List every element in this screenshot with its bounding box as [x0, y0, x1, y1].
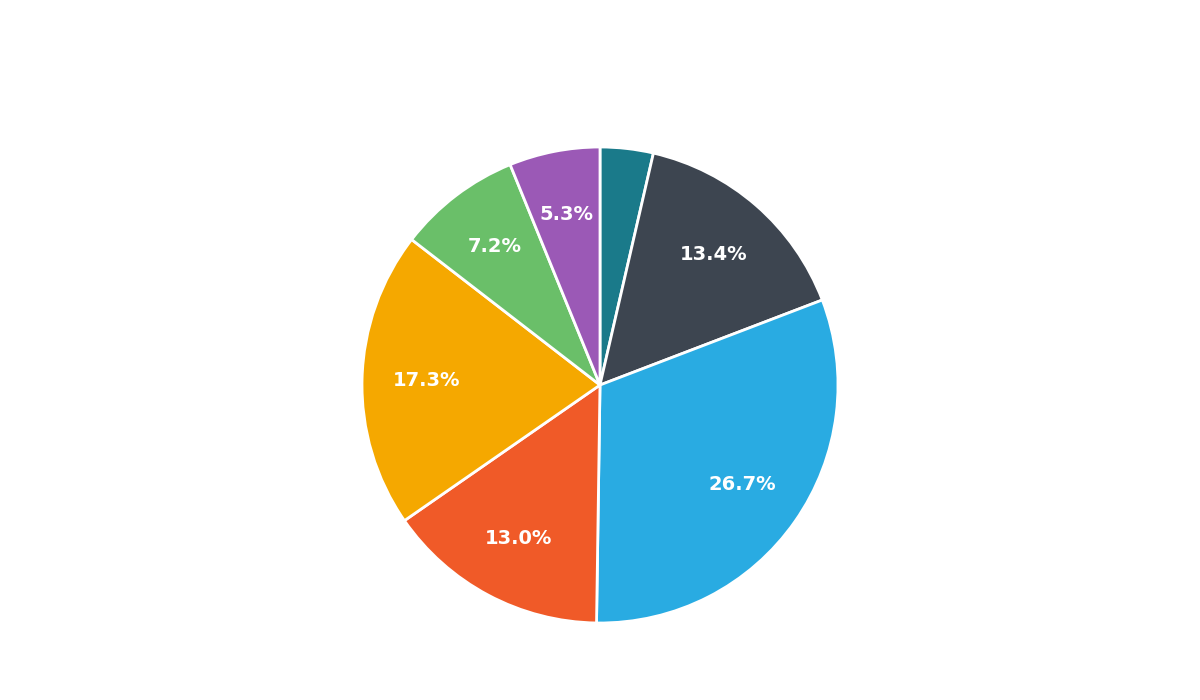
Wedge shape: [596, 300, 838, 623]
Text: 5.3%: 5.3%: [540, 205, 594, 224]
Wedge shape: [404, 385, 600, 623]
Wedge shape: [600, 147, 654, 385]
Text: 7.2%: 7.2%: [468, 237, 522, 256]
Wedge shape: [412, 164, 600, 385]
Legend: Multifamily, Office, Retail, Mixed-Use, Self Storage, Lodging, Industrial: Multifamily, Office, Retail, Mixed-Use, …: [194, 0, 1006, 1]
Wedge shape: [510, 147, 600, 385]
Wedge shape: [600, 153, 822, 385]
Text: 26.7%: 26.7%: [708, 475, 776, 494]
Text: 13.0%: 13.0%: [485, 528, 552, 547]
Text: 13.4%: 13.4%: [680, 244, 748, 263]
Text: 17.3%: 17.3%: [392, 371, 461, 390]
Wedge shape: [362, 239, 600, 521]
